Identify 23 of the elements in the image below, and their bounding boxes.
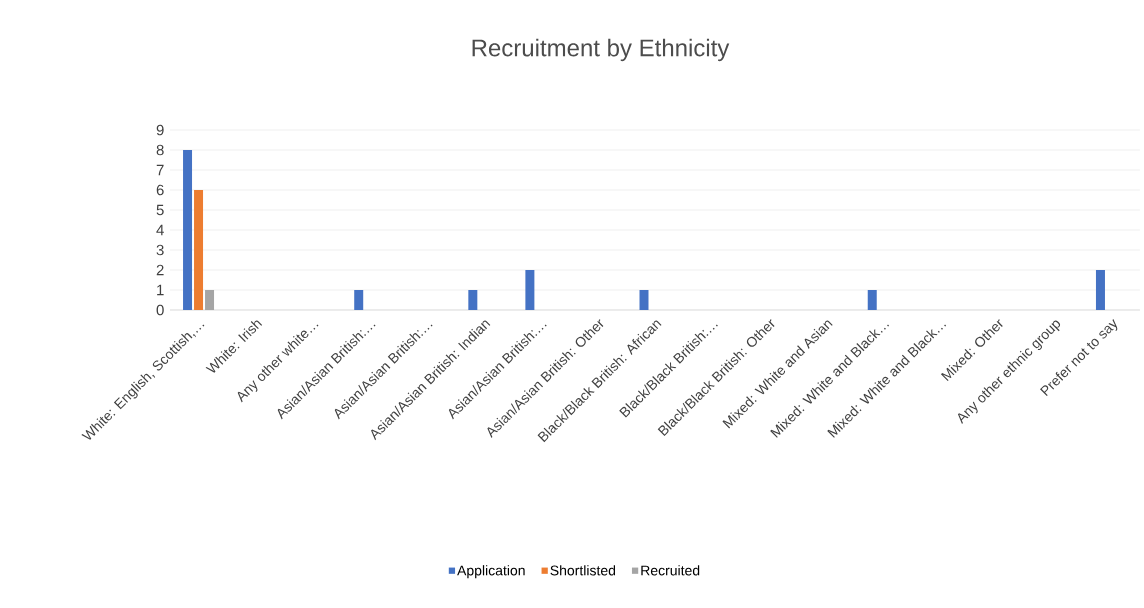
y-tick-label: 6 [156,184,164,196]
y-tick-label: 0 [156,304,164,316]
chart-title: Recruitment by Ethnicity [472,38,730,62]
bar [525,269,535,310]
legend-label: Recruited [641,565,700,576]
bar [354,289,364,310]
bar [183,150,193,310]
y-tick-label: 9 [156,124,164,136]
bar [205,289,215,310]
y-tick-label: 2 [156,264,164,276]
bar [194,190,204,310]
bar [639,289,649,310]
bar [468,289,478,310]
legend-label: Shortlisted [550,565,616,576]
y-tick-label: 5 [156,204,164,216]
y-tick-label: 7 [156,164,164,176]
y-tick-label: 8 [156,144,164,156]
y-tick-label: 4 [156,224,164,236]
bar [1095,269,1105,310]
y-tick-label: 3 [156,244,164,256]
bar [867,289,877,310]
y-tick-label: 1 [157,284,164,296]
legend-label: Application [457,565,525,579]
